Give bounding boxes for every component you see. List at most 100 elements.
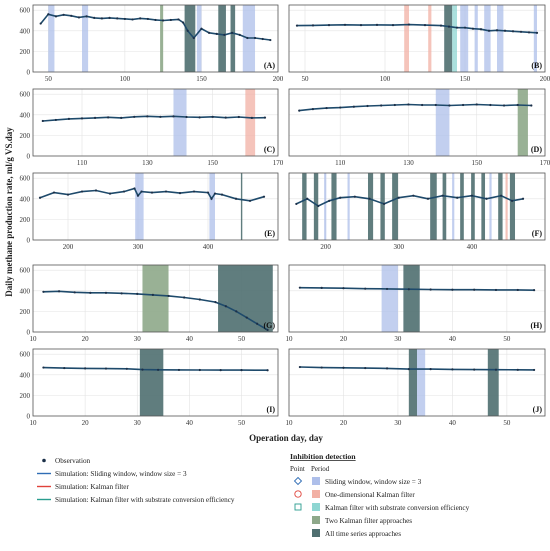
- observation-point: [169, 18, 172, 22]
- panel-letter: (E): [264, 229, 275, 238]
- observation-point: [41, 119, 44, 123]
- bands: [142, 265, 273, 332]
- observation-point: [150, 191, 154, 194]
- band-all: [331, 173, 337, 240]
- x-tick-label: 30: [134, 335, 142, 343]
- observation-point: [164, 190, 168, 193]
- observation-point: [380, 104, 383, 107]
- observation-point: [521, 197, 525, 200]
- observation-point: [207, 31, 211, 34]
- observation-point: [93, 16, 96, 19]
- observation-point: [382, 202, 386, 206]
- observation-point: [177, 368, 181, 372]
- observation-point: [407, 368, 410, 371]
- observation-point: [325, 106, 328, 110]
- observation-point: [172, 115, 175, 118]
- x-tick-label: 100: [120, 75, 131, 83]
- panel-D: 110 130 150 170 (D): [288, 88, 550, 167]
- observation-point: [364, 287, 367, 290]
- band-all: [471, 173, 475, 240]
- legend-item-substrate: Simulation: Kalman filter with substrate…: [37, 496, 235, 504]
- x-tick-label: 200: [320, 243, 331, 251]
- observation-point: [339, 106, 342, 109]
- x-axis-label: Operation day, day: [249, 433, 323, 443]
- x-tick-label: 50: [503, 335, 511, 343]
- observation-point: [125, 367, 128, 370]
- band-all: [184, 5, 196, 72]
- y-tick-label: 400: [20, 27, 31, 35]
- observation-points: [42, 366, 269, 372]
- y-tick-label: 200: [20, 308, 31, 316]
- observation-point: [116, 17, 119, 20]
- observation-point: [230, 31, 234, 34]
- panel-frame: [32, 88, 279, 157]
- x-tick-label: 300: [393, 243, 404, 251]
- period-swatch: [312, 477, 320, 485]
- band-all: [442, 173, 447, 240]
- simulation-line: [295, 194, 524, 207]
- observation-point: [178, 192, 182, 195]
- bands: [135, 173, 243, 240]
- y-tick-label: 400: [20, 111, 31, 119]
- observation-point: [238, 33, 241, 36]
- observation-point: [353, 195, 356, 198]
- band-sliding: [173, 89, 187, 156]
- observation-point: [412, 194, 415, 197]
- observation-point: [39, 22, 42, 25]
- observation-point: [516, 288, 519, 292]
- panel-letter: (F): [532, 229, 543, 238]
- observation-point: [185, 115, 188, 119]
- panel-frame: [32, 172, 279, 241]
- observation-point: [447, 25, 451, 28]
- observation-point: [235, 310, 238, 313]
- x-tick-label: 30: [134, 419, 142, 427]
- legend-row-sliding: Sliding window, window size = 3: [293, 476, 422, 486]
- bands: [48, 5, 256, 72]
- observation-point: [298, 365, 301, 369]
- x-tick-label: 10: [30, 335, 38, 343]
- legend-label: Kalman filter with substrate conversion …: [325, 504, 470, 512]
- observation-point: [487, 29, 491, 32]
- x-tick-label: 150: [207, 159, 218, 167]
- band-sliding: [347, 173, 350, 240]
- observation-point: [104, 367, 108, 370]
- observation-point: [63, 366, 66, 370]
- x-tick-label: 300: [133, 243, 144, 251]
- panel-letter: (B): [531, 61, 542, 70]
- observation-point: [157, 368, 160, 371]
- band-kalman: [404, 5, 409, 72]
- y-tick-label: 200: [20, 216, 31, 224]
- observation-point: [213, 192, 217, 195]
- observation-point: [429, 288, 432, 291]
- observation-point: [108, 16, 111, 19]
- observation-point: [250, 116, 253, 119]
- legend-label: All time series approaches: [325, 530, 401, 538]
- band-all: [392, 173, 398, 240]
- x-tick-label: 10: [286, 419, 294, 427]
- panel-F: 200 300 400 (F): [288, 172, 546, 251]
- legend-label: Simulation: Kalman filter: [55, 483, 129, 491]
- panel-frame: [288, 88, 546, 157]
- band-sliding: [435, 89, 450, 156]
- observation-point: [167, 294, 170, 298]
- y-tick-label: 0: [27, 153, 31, 161]
- band-sliding: [324, 173, 327, 240]
- panel-letter: (G): [263, 321, 275, 330]
- observation-point: [120, 116, 123, 119]
- bands: [381, 265, 420, 332]
- observation-point: [311, 108, 314, 111]
- observation-point: [516, 103, 519, 107]
- band-sliding: [474, 5, 478, 72]
- observation-point: [198, 368, 201, 372]
- band-all: [313, 173, 319, 240]
- simulation-line: [40, 13, 271, 41]
- observation-point: [253, 36, 257, 40]
- band-sliding: [417, 349, 426, 416]
- observation-point: [70, 14, 73, 17]
- band-all: [367, 173, 374, 240]
- observation-point: [262, 195, 266, 198]
- band-two: [160, 5, 164, 72]
- observation-point: [240, 369, 243, 372]
- x-tick-label: 50: [238, 335, 246, 343]
